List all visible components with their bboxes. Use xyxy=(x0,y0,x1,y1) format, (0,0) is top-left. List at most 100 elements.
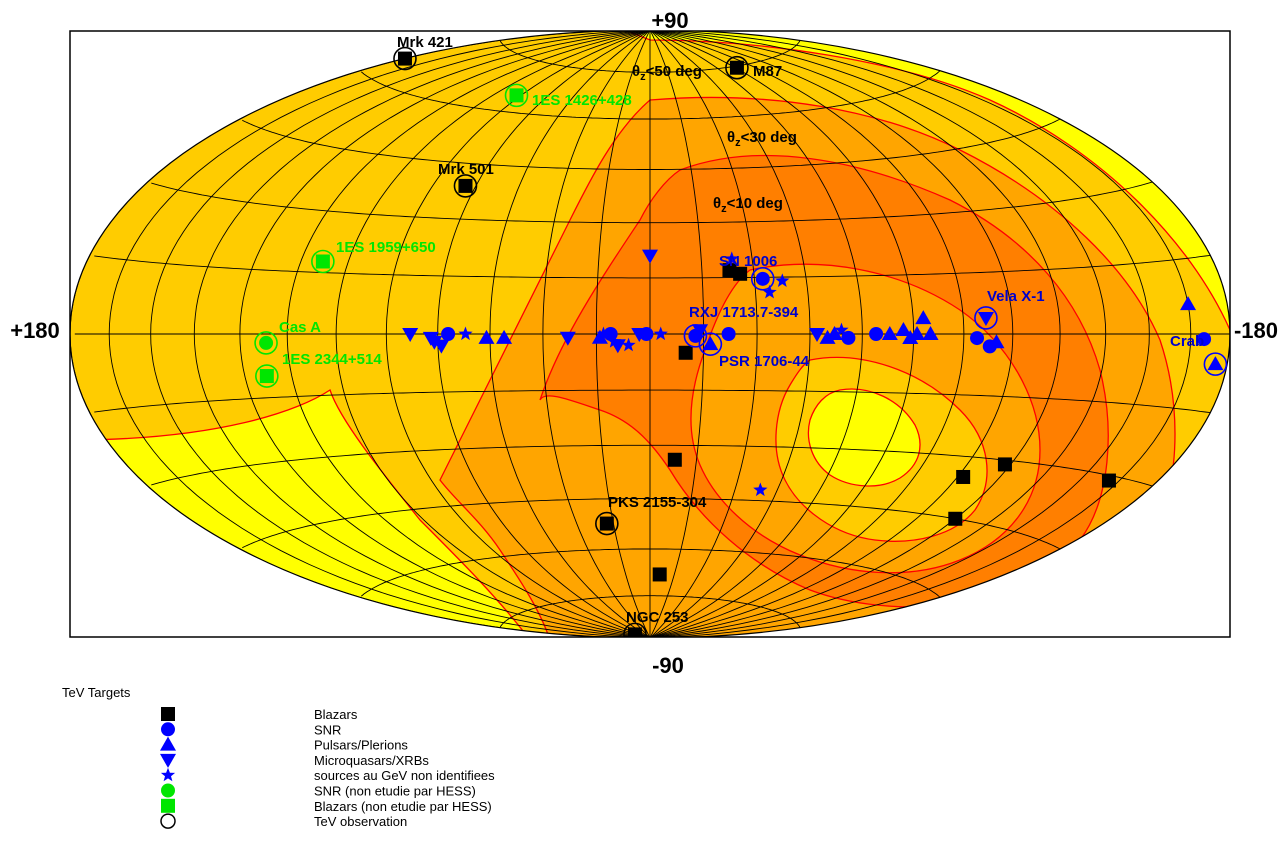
source-marker-triangle-down xyxy=(402,328,419,342)
legend-label: SNR xyxy=(314,722,341,737)
source-marker-star xyxy=(596,326,611,341)
source-label-pks2155: PKS 2155-304 xyxy=(608,494,707,511)
tev-observation-ring xyxy=(595,511,619,536)
tev-observation-ring xyxy=(1203,352,1228,376)
source-label-1es1959: 1ES 1959+650 xyxy=(336,239,436,256)
source-marker-circle xyxy=(441,327,456,341)
source-label-1es2344: 1ES 2344+514 xyxy=(282,351,382,368)
legend-symbol-ring xyxy=(160,813,176,829)
source-marker-square xyxy=(667,452,682,467)
source-marker-mrk-421 xyxy=(397,51,412,66)
source-marker-1es-1959-650 xyxy=(315,254,330,269)
source-marker-square xyxy=(956,469,971,484)
legend-symbol-square xyxy=(161,798,175,813)
source-marker-circle xyxy=(721,327,736,341)
source-marker-triangle-up xyxy=(826,326,843,340)
axis-label-left: +180 xyxy=(10,318,60,343)
tev-observation-ring xyxy=(504,83,529,108)
source-label-m87: M87 xyxy=(753,63,782,80)
source-marker-triangle-up xyxy=(496,329,513,344)
tev-observation-ring xyxy=(683,324,708,348)
source-marker-triangle-up xyxy=(1180,296,1197,311)
source-marker-square xyxy=(733,266,748,281)
source-marker-circle xyxy=(639,327,654,341)
zenith-label-10: θz<10 deg xyxy=(713,195,783,215)
source-marker-triangle-up xyxy=(909,326,926,340)
source-marker-circle xyxy=(869,327,884,341)
source-marker-mrk-501 xyxy=(458,178,473,193)
source-label-velax1: Vela X-1 xyxy=(987,288,1045,305)
source-label-mrk501: Mrk 501 xyxy=(438,161,494,178)
tev-observation-ring xyxy=(698,332,723,356)
map-frame-border xyxy=(69,30,1231,638)
legend-label: Pulsars/Plerions xyxy=(314,738,408,753)
tev-observation-ring xyxy=(254,331,278,355)
source-marker-triangle-up xyxy=(922,326,939,340)
source-marker-square xyxy=(997,457,1012,472)
source-marker-m87 xyxy=(729,60,744,75)
source-marker-star xyxy=(724,251,739,265)
source-label-1es1426: 1ES 1426+428 xyxy=(532,92,632,109)
legend-title: TeV Targets xyxy=(62,685,131,700)
source-marker-triangle-up xyxy=(895,322,912,337)
source-marker-star xyxy=(458,326,473,341)
legend-symbol-star xyxy=(160,767,176,782)
source-marker-star xyxy=(834,322,849,337)
source-labels: Mrk 421 M87 1ES 1426+428 Mrk 501 1ES 195… xyxy=(279,34,1204,626)
source-marker-cas-a xyxy=(259,335,274,350)
legend-symbol-circle xyxy=(161,783,175,798)
axis-label-right: -180 xyxy=(1234,318,1278,343)
tev-observation-ring xyxy=(393,46,417,71)
source-marker-triangle-up xyxy=(902,329,919,344)
source-marker-triangle-up xyxy=(478,329,495,344)
legend-label: Microquasars/XRBs xyxy=(314,753,429,768)
source-marker-star xyxy=(775,273,790,287)
parallel-line xyxy=(94,389,1211,414)
legend-label: TeV observation xyxy=(314,814,407,829)
source-marker-triangle-up xyxy=(988,334,1005,349)
tev-observation-ring xyxy=(255,364,279,388)
tev-observation-ring xyxy=(974,306,998,330)
source-label-crab: Crab xyxy=(1170,333,1204,350)
parallel-line xyxy=(151,181,1153,224)
legend-label: SNR (non etudie par HESS) xyxy=(314,784,476,799)
legend-label: sources au GeV non identifiees xyxy=(314,768,495,783)
source-marker-triangle-up xyxy=(591,329,608,344)
source-marker-1es-2344-514 xyxy=(259,369,274,384)
source-marker-square xyxy=(948,511,963,526)
source-marker-vela-x-1 xyxy=(977,311,994,326)
legend-label: Blazars (non etudie par HESS) xyxy=(314,799,492,814)
axis-label-bottom: -90 xyxy=(652,653,684,678)
source-label-ngc253: NGC 253 xyxy=(626,609,689,626)
source-marker-triangle-up xyxy=(915,310,932,325)
parallel-line xyxy=(360,70,941,120)
source-label-psr1706: PSR 1706-44 xyxy=(719,353,810,370)
parallel-line xyxy=(151,444,1153,487)
source-marker-triangle-down xyxy=(433,339,450,354)
source-marker-square xyxy=(1101,473,1116,488)
tev-observation-ring xyxy=(311,249,335,274)
source-marker-star xyxy=(762,284,777,299)
legend-symbol-square xyxy=(161,707,175,721)
source-marker-sn-1006 xyxy=(755,271,770,286)
source-marker-circle xyxy=(1197,332,1212,347)
source-label-rxj1713: RXJ 1713.7-394 xyxy=(689,304,799,321)
parallel-line xyxy=(499,40,801,73)
source-marker-triangle-down xyxy=(559,331,576,346)
source-marker-1es-1426-428 xyxy=(509,88,524,103)
parallel-line xyxy=(360,548,941,598)
source-marker-star xyxy=(607,334,622,348)
source-marker-star xyxy=(621,337,636,352)
legend-label: Blazars xyxy=(314,707,358,722)
zenith-zone-inner-core xyxy=(807,388,921,487)
parallel-line xyxy=(242,118,1061,170)
tev-observation-ring xyxy=(725,55,749,80)
source-markers xyxy=(254,46,1228,637)
source-marker-triangle-up xyxy=(881,326,898,340)
parallel-line xyxy=(499,595,801,628)
source-marker-circle xyxy=(970,331,985,346)
source-marker-square xyxy=(722,263,737,278)
source-marker-psr-1706-44 xyxy=(702,336,719,351)
parallel-line xyxy=(94,254,1211,279)
